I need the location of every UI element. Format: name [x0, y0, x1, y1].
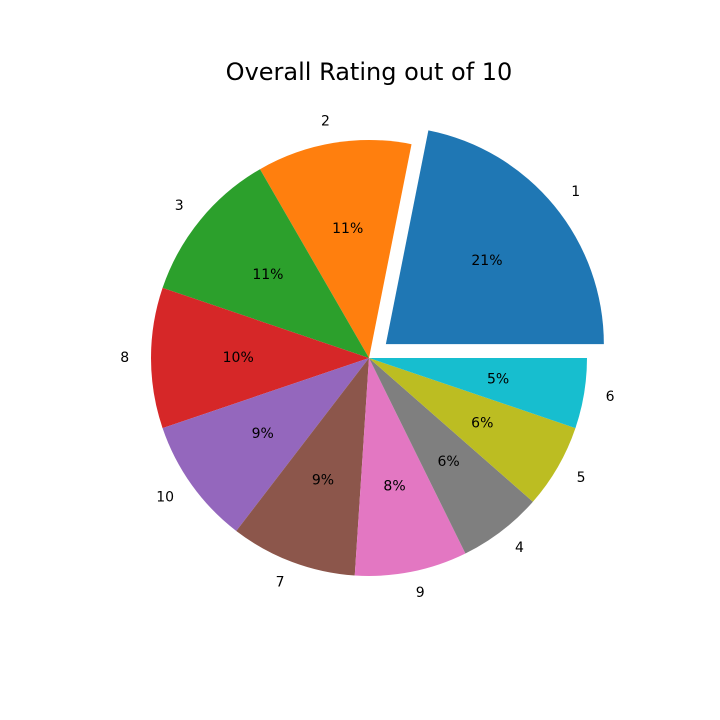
pct-label-2: 11% [332, 221, 363, 237]
chart-title: Overall Rating out of 10 [226, 58, 513, 86]
category-label-10: 10 [156, 490, 174, 506]
pie-slice-6 [369, 358, 587, 429]
pie-slice-3 [162, 169, 369, 358]
pie-slices [151, 130, 604, 576]
pie-slice-5 [369, 358, 576, 502]
pie-slice-1 [385, 130, 604, 345]
pct-label-6: 5% [487, 371, 509, 387]
category-label-8: 8 [120, 350, 129, 366]
category-label-7: 7 [276, 574, 285, 590]
pct-label-7: 9% [312, 472, 334, 488]
pct-label-3: 11% [252, 267, 283, 283]
category-label-4: 4 [515, 540, 524, 556]
category-label-3: 3 [175, 198, 184, 214]
category-label-1: 1 [571, 184, 580, 200]
category-label-5: 5 [577, 470, 586, 486]
pie-slice-7 [236, 358, 369, 576]
pie-slice-10 [162, 358, 369, 531]
category-label-2: 2 [321, 113, 330, 129]
pct-label-9: 8% [383, 478, 405, 494]
pct-label-10: 9% [252, 426, 274, 442]
pct-label-5: 6% [471, 415, 493, 431]
pie-slice-8 [151, 287, 369, 429]
pct-label-1: 21% [471, 253, 502, 269]
pie-slice-4 [369, 358, 533, 554]
pct-label-4: 6% [438, 454, 460, 470]
pie-slice-2 [260, 140, 412, 358]
pie-slice-9 [354, 358, 466, 576]
category-label-6: 6 [606, 389, 615, 405]
category-label-9: 9 [416, 585, 425, 601]
pie-labels: 21% 1 11% 2 11% 3 10% 8 9% 10 9% 7 8% 9 6% 4 6% 5 5% 6 [120, 113, 614, 601]
pct-label-8: 10% [223, 350, 254, 366]
